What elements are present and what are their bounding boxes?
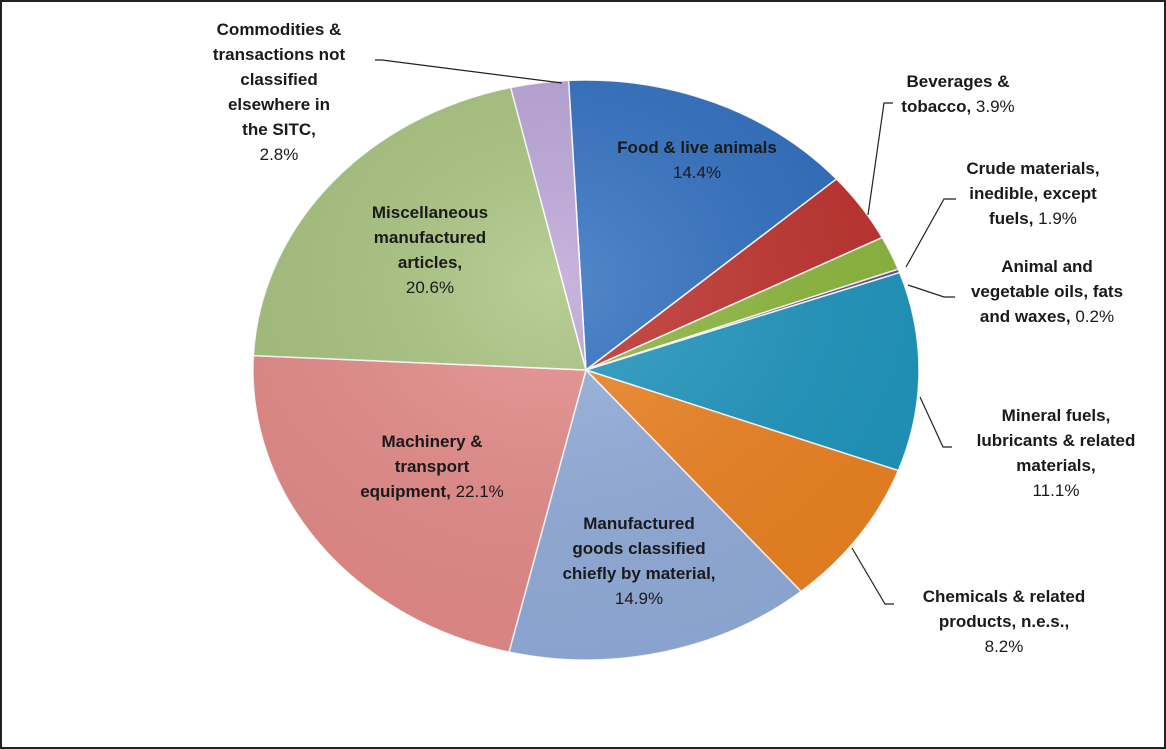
slice-label-value: 20.6% [406,278,454,297]
slice-label-line: 14.9% [615,589,663,608]
slice-label-2: Beverages & tobacco, 3.9% [901,72,1014,116]
slice-label-name: Chemicals & related [923,587,1086,606]
slice-label-line: articles, [398,253,462,272]
slice-label-6: Chemicals & related products, n.e.s., 8.2% [923,587,1086,656]
slice-label-line: Miscellaneous [372,203,488,222]
slice-label-line: Mineral fuels, [1002,406,1111,425]
slice-label-name: equipment, [360,482,451,501]
slice-label-line: Beverages & [906,72,1009,91]
slice-label-value: 3.9% [971,97,1014,116]
slice-label-name: the SITC, [242,120,316,139]
slice-label-value: 14.4% [673,163,721,182]
slice-label-line: fuels, 1.9% [989,209,1077,228]
slice-label-line: vegetable oils, fats [971,282,1123,301]
slice-label-line: inedible, except [969,184,1097,203]
slice-label-line: Food & live animals [617,138,777,157]
slice-label-line: transport [395,457,470,476]
slice-label-value: 11.1% [1033,481,1080,500]
leader-line-5 [919,396,952,448]
slice-label-name: transactions not [213,45,346,64]
slice-label-7: Manufactured goods classified chiefly by m… [562,514,715,608]
slice-label-line: materials, [1016,456,1095,475]
leader-line-3 [905,198,956,268]
slice-label-line: 20.6% [406,278,454,297]
slice-label-name: lubricants & related [977,431,1136,450]
slice-label-line: transactions not [213,45,346,64]
slice-label-9: Miscellaneous manufactured articles, 20.6% [372,203,488,297]
slice-label-line: 14.4% [673,163,721,182]
slice-label-line: goods classified [572,539,705,558]
slice-label-line: Commodities & [217,20,342,39]
slice-label-line: manufactured [374,228,486,247]
slice-label-line: chiefly by material, [562,564,715,583]
slice-labels: Food & live animals 14.4% Beverages & tobac… [213,20,1135,656]
slice-label-name: vegetable oils, fats [971,282,1123,301]
slice-label-line: products, n.e.s., [939,612,1069,631]
slice-label-value: 8.2% [985,637,1024,656]
slice-label-name: goods classified [572,539,705,558]
slice-label-name: Manufactured [583,514,694,533]
slice-label-name: Animal and [1001,257,1093,276]
slice-label-line: lubricants & related [977,431,1136,450]
leader-line-10 [375,59,563,84]
slice-label-value: 1.9% [1033,209,1076,228]
slice-label-value: 0.2% [1071,307,1114,326]
slice-label-line: Manufactured [583,514,694,533]
slice-label-8: Machinery & transport equipment, 22.1% [360,432,504,501]
slice-label-line: Animal and [1001,257,1093,276]
leader-line-2 [867,102,893,216]
slice-label-line: Crude materials, [966,159,1099,178]
slice-label-name: Commodities & [217,20,342,39]
slice-label-name: chiefly by material, [562,564,715,583]
slice-label-line: the SITC, [242,120,316,139]
slice-label-1: Food & live animals 14.4% [617,138,777,182]
slice-label-line: 8.2% [985,637,1024,656]
slice-label-10: Commodities & transactions not classified e… [213,20,346,164]
leader-line-4 [907,284,955,298]
slice-label-line: tobacco, 3.9% [901,97,1014,116]
slice-label-name: articles, [398,253,462,272]
slice-label-name: products, n.e.s., [939,612,1069,631]
leader-lines [375,59,956,605]
slice-label-line: 11.1% [1033,481,1080,500]
slice-label-name: inedible, except [969,184,1097,203]
slice-label-line: elsewhere in [228,95,330,114]
slice-label-name: Miscellaneous [372,203,488,222]
slice-label-5: Mineral fuels, lubricants & related materi… [977,406,1136,500]
slice-label-line: equipment, 22.1% [360,482,504,501]
slice-label-line: and waxes, 0.2% [980,307,1114,326]
slice-label-3: Crude materials, inedible, except fuels, 1… [966,159,1099,228]
slice-label-name: manufactured [374,228,486,247]
slice-label-name: fuels, [989,209,1033,228]
slice-label-name: Food & live animals [617,138,777,157]
slice-label-name: elsewhere in [228,95,330,114]
slice-label-value: 14.9% [615,589,663,608]
slice-label-name: Mineral fuels, [1002,406,1111,425]
slice-label-name: Crude materials, [966,159,1099,178]
slice-label-value: 2.8% [260,145,299,164]
slice-label-name: Machinery & [381,432,482,451]
slice-label-line: 2.8% [260,145,299,164]
slice-label-line: Machinery & [381,432,482,451]
slice-label-line: classified [240,70,318,89]
slice-label-line: Chemicals & related [923,587,1086,606]
slice-label-name: tobacco, [901,97,971,116]
slice-label-name: materials, [1016,456,1095,475]
slice-label-name: Beverages & [906,72,1009,91]
slice-label-value: 22.1% [451,482,504,501]
slice-label-name: and waxes, [980,307,1071,326]
slice-label-name: transport [395,457,470,476]
slice-label-name: classified [240,70,318,89]
leader-line-6 [851,547,894,605]
slice-label-4: Animal and vegetable oils, fats and waxes,… [971,257,1123,326]
